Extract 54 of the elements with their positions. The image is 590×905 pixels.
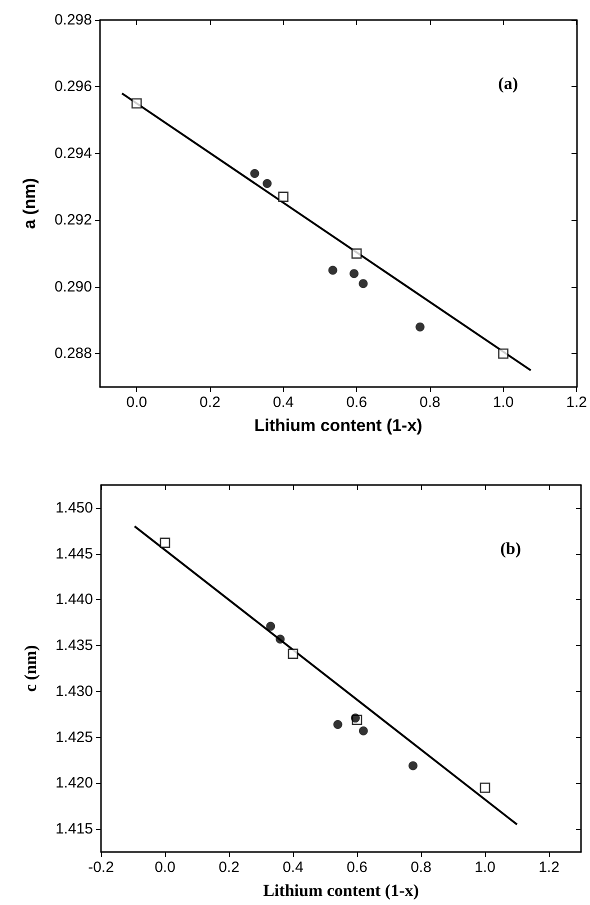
x-tick-label: 0.0	[126, 394, 148, 411]
x-tick-label: 0.2	[200, 394, 220, 411]
point	[250, 168, 260, 178]
point	[358, 726, 368, 736]
y-tick-label: 0.288	[54, 345, 92, 362]
point	[351, 248, 362, 259]
y-tick-label: 1.430	[55, 682, 93, 700]
annotation: (b)	[500, 539, 522, 558]
x-tick-label: 0.6	[346, 859, 368, 876]
x-tick-label: 0.8	[410, 859, 432, 876]
point	[132, 98, 142, 109]
point	[408, 761, 418, 770]
y-tick-label: 0.290	[54, 278, 92, 296]
y-tick-label: 0.292	[54, 212, 92, 229]
y-tick-label: 1.420	[55, 774, 93, 792]
x-tick-label: 1.2	[566, 394, 588, 411]
point	[416, 322, 425, 332]
point	[480, 782, 490, 793]
point	[350, 269, 359, 278]
point	[350, 714, 360, 723]
x-tick-label: 0.4	[282, 859, 304, 876]
point	[266, 622, 276, 631]
x-tick-label: -0.2	[88, 859, 114, 876]
x-tick-label: 1.2	[538, 859, 560, 876]
y-tick-label: 1.425	[55, 728, 93, 746]
y-tick-label: 1.440	[55, 591, 93, 608]
x-tick-label: 0.2	[218, 859, 240, 876]
annotation: (a)	[498, 74, 518, 93]
point	[328, 266, 338, 275]
point	[333, 720, 342, 729]
point	[288, 648, 298, 659]
x-tick-label: 1.0	[492, 394, 514, 411]
x-tick-label: 1.0	[474, 859, 496, 876]
point	[358, 279, 368, 288]
x-tick-label: 0.8	[420, 394, 440, 411]
point	[278, 192, 288, 202]
point	[276, 634, 285, 644]
y-axis-title: a (nm)	[20, 178, 39, 229]
point	[160, 538, 170, 548]
x-tick-label: 0.0	[154, 859, 176, 876]
point	[498, 348, 508, 359]
y-tick-label: 0.296	[54, 78, 92, 96]
y-tick-label: 1.445	[55, 545, 93, 562]
x-tick-label: 0.6	[346, 394, 368, 411]
y-axis-title: c (nm)	[21, 645, 40, 692]
y-tick-label: 0.298	[54, 12, 92, 28]
x-axis-title: Lithium content (1-x)	[254, 416, 422, 435]
y-tick-label: 1.415	[55, 820, 93, 838]
y-tick-label: 0.294	[54, 144, 92, 162]
y-tick-label: 1.435	[55, 637, 93, 654]
point	[262, 178, 272, 188]
x-tick-label: 0.4	[272, 394, 294, 411]
y-tick-label: 1.450	[55, 499, 93, 516]
x-axis-title: Lithium content (1-x)	[263, 881, 419, 900]
